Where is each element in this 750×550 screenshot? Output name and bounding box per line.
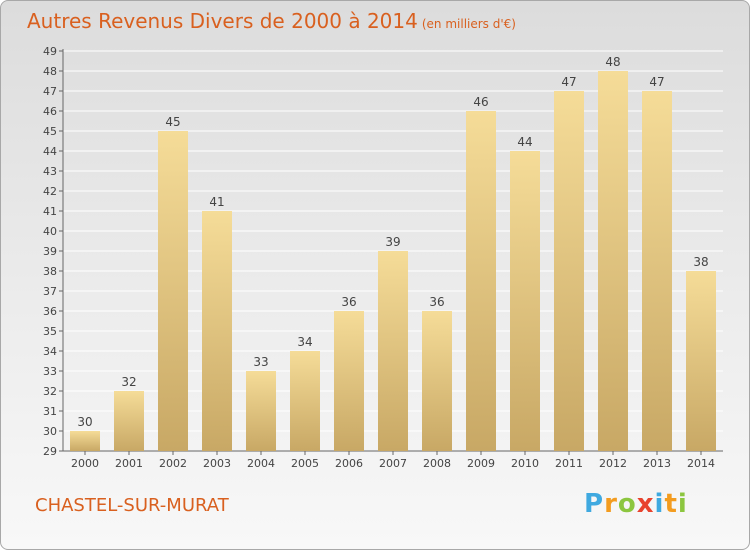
x-tick-label-2010: 2010	[511, 457, 539, 470]
y-tick-label: 30	[43, 425, 57, 438]
bar-2011	[554, 91, 584, 451]
y-tick-label: 38	[43, 265, 57, 278]
y-tick-label: 32	[43, 385, 57, 398]
chart-title: Autres Revenus Divers de 2000 à 2014 (en …	[27, 9, 516, 33]
bar-2014	[686, 271, 716, 451]
value-label-2000: 30	[77, 415, 92, 429]
proxiti-logo: Proxiti	[584, 489, 688, 519]
value-label-2007: 39	[385, 235, 400, 249]
logo-letter: x	[636, 489, 655, 519]
x-tick-label-2014: 2014	[687, 457, 715, 470]
value-label-2014: 38	[693, 255, 708, 269]
y-tick-label: 44	[43, 145, 57, 158]
y-tick-label: 39	[43, 245, 57, 258]
x-tick-label-2009: 2009	[467, 457, 495, 470]
y-tick-label: 43	[43, 165, 57, 178]
y-tick-label: 46	[43, 105, 57, 118]
value-label-2004: 33	[253, 355, 268, 369]
y-tick-label: 29	[43, 445, 57, 458]
logo-letter: P	[584, 489, 605, 519]
y-tick-label: 36	[43, 305, 57, 318]
x-tick-label-2007: 2007	[379, 457, 407, 470]
bar-2002	[158, 131, 188, 451]
y-tick-label: 42	[43, 185, 57, 198]
value-label-2001: 32	[121, 375, 136, 389]
bar-2009	[466, 111, 496, 451]
logo-letter: t	[664, 489, 678, 519]
bar-2010	[510, 151, 540, 451]
bar-2006	[334, 311, 364, 451]
x-tick-label-2013: 2013	[643, 457, 671, 470]
logo-letter: i	[677, 489, 688, 519]
bar-2000	[70, 431, 100, 451]
y-tick-label: 31	[43, 405, 57, 418]
bar-2005	[290, 351, 320, 451]
y-tick-label: 40	[43, 225, 57, 238]
logo-letter: o	[617, 489, 637, 519]
logo-letter: i	[654, 489, 665, 519]
y-tick-label: 35	[43, 325, 57, 338]
bar-2003	[202, 211, 232, 451]
x-tick-label-2005: 2005	[291, 457, 319, 470]
value-label-2012: 48	[605, 55, 620, 69]
value-label-2013: 47	[649, 75, 664, 89]
chart-title-text: Autres Revenus Divers de 2000 à 2014	[27, 9, 418, 33]
value-label-2010: 44	[517, 135, 532, 149]
value-label-2008: 36	[429, 295, 444, 309]
y-tick-label: 41	[43, 205, 57, 218]
logo-letter: r	[604, 489, 618, 519]
x-tick-label-2001: 2001	[115, 457, 143, 470]
y-tick-label: 48	[43, 65, 57, 78]
value-label-2002: 45	[165, 115, 180, 129]
x-tick-label-2003: 2003	[203, 457, 231, 470]
bar-2008	[422, 311, 452, 451]
x-tick-label-2012: 2012	[599, 457, 627, 470]
y-tick-label: 45	[43, 125, 57, 138]
city-name: CHASTEL-SUR-MURAT	[35, 495, 229, 516]
x-tick-label-2000: 2000	[71, 457, 99, 470]
value-label-2009: 46	[473, 95, 488, 109]
y-tick-label: 33	[43, 365, 57, 378]
bar-2001	[114, 391, 144, 451]
x-tick-label-2004: 2004	[247, 457, 275, 470]
bar-2007	[378, 251, 408, 451]
y-tick-label: 49	[43, 45, 57, 58]
value-label-2005: 34	[297, 335, 312, 349]
y-tick-label: 34	[43, 345, 57, 358]
bar-2013	[642, 91, 672, 451]
value-label-2003: 41	[209, 195, 224, 209]
x-tick-label-2008: 2008	[423, 457, 451, 470]
x-tick-label-2006: 2006	[335, 457, 363, 470]
x-tick-label-2002: 2002	[159, 457, 187, 470]
y-tick-label: 37	[43, 285, 57, 298]
chart-subtitle: (en milliers d'€)	[421, 17, 516, 31]
x-tick-label-2011: 2011	[555, 457, 583, 470]
value-label-2006: 36	[341, 295, 356, 309]
y-tick-label: 47	[43, 85, 57, 98]
bar-2004	[246, 371, 276, 451]
bar-2012	[598, 71, 628, 451]
value-label-2011: 47	[561, 75, 576, 89]
